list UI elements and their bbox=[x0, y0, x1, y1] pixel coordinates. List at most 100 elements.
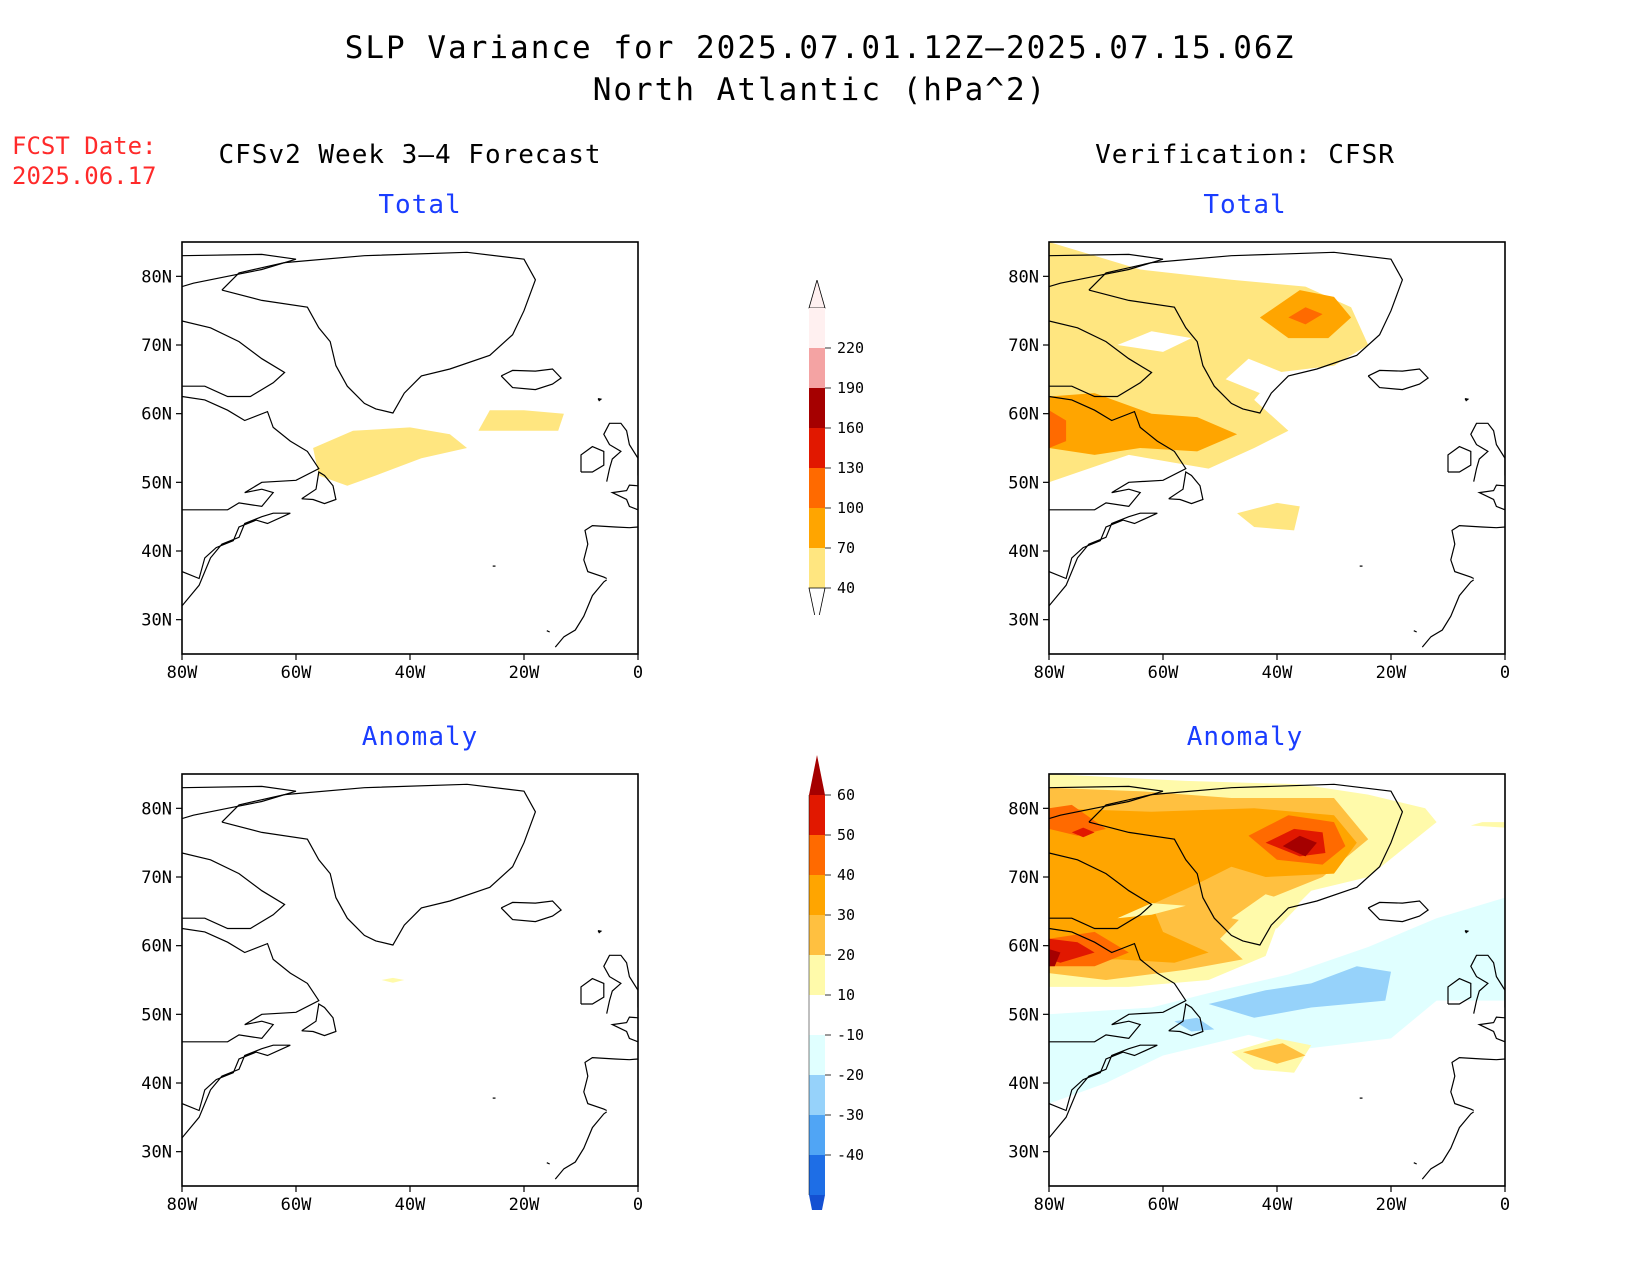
fcst-total-coastline-5 bbox=[182, 512, 291, 607]
fcst-total-coastline-6 bbox=[500, 368, 563, 391]
verif-total-shading-4 bbox=[1049, 410, 1067, 448]
verif-total-coastline-10 bbox=[1477, 484, 1505, 511]
verif-anom-shading-18 bbox=[1470, 822, 1505, 828]
anomaly-colorbar-swatch bbox=[809, 875, 825, 915]
verif-anom-shading-17 bbox=[1242, 1043, 1306, 1064]
fcst-total-lat-label: 30N bbox=[141, 611, 172, 631]
anomaly-colorbar: 60 50 40 30 20 10 -10 -20 -30 -40 bbox=[808, 755, 864, 1210]
verif-total-shading-1 bbox=[1117, 331, 1192, 352]
fcst-anom-coastline-7 bbox=[580, 977, 605, 1005]
forecast-column-title: CFSv2 Week 3–4 Forecast bbox=[218, 140, 602, 170]
verif-total-lon-label: 80W bbox=[1034, 663, 1065, 680]
verif-anom-lat-label: 70N bbox=[1008, 868, 1039, 888]
verif-anom-shading-11 bbox=[1049, 804, 1106, 836]
anomaly-colorbar-top-cap bbox=[809, 755, 825, 795]
verif-total-coastline-12 bbox=[1421, 579, 1475, 648]
fcst-anom-coastline-9 bbox=[597, 930, 603, 934]
fcst-total-lon-label: 80W bbox=[167, 663, 198, 680]
verif-anom-coastline-5 bbox=[1049, 1044, 1158, 1139]
fcst-anom-coastline-5 bbox=[182, 1044, 291, 1139]
verif-total-lat-label: 40N bbox=[1008, 542, 1039, 562]
verif-anom-coastline-9 bbox=[1464, 930, 1470, 934]
verif-total-coastline-9 bbox=[1464, 398, 1470, 402]
verif-anom-shading-7 bbox=[1231, 894, 1300, 929]
total-colorbar-label: 130 bbox=[837, 459, 864, 477]
fcst-anom-coastline-12 bbox=[554, 1111, 608, 1180]
fcst-anom-shading-0 bbox=[381, 977, 405, 983]
verif-anom-coastline-13 bbox=[1413, 1162, 1417, 1165]
verif-total-lat-label: 50N bbox=[1008, 473, 1039, 493]
fcst-anom-lon-label: 80W bbox=[167, 1195, 198, 1212]
fcst-total-coastline-1 bbox=[182, 253, 297, 288]
verif-anom-shading-15 bbox=[1049, 949, 1061, 967]
verif-total-shading-6 bbox=[1288, 307, 1323, 325]
verif-anom-lat-label: 40N bbox=[1008, 1074, 1039, 1094]
fcst-anom-coastline-2 bbox=[182, 852, 286, 930]
verif-anom-lon-label: 0 bbox=[1500, 1195, 1510, 1212]
verif-anom-coastline-4 bbox=[1168, 1003, 1204, 1037]
anomaly-colorbar-swatch bbox=[809, 1115, 825, 1155]
anomaly-colorbar-swatch bbox=[809, 1035, 825, 1075]
verif-anom-coastline-11 bbox=[1450, 1056, 1505, 1112]
verif-total-lat-label: 70N bbox=[1008, 336, 1039, 356]
verif-total-lat-label: 60N bbox=[1008, 405, 1039, 425]
anomaly-colorbar-swatch bbox=[809, 795, 825, 835]
total-colorbar-swatch bbox=[809, 308, 825, 348]
verif-anom-shading-1 bbox=[1208, 966, 1391, 1018]
fcst-anom-lat-label: 30N bbox=[141, 1143, 172, 1163]
total-colorbar-label: 40 bbox=[837, 579, 855, 597]
total-colorbar-swatch bbox=[809, 508, 825, 548]
verif-total-lon-label: 0 bbox=[1500, 663, 1510, 680]
anomaly-colorbar-label: -20 bbox=[837, 1066, 864, 1084]
fcst-total-coastline-10 bbox=[610, 484, 638, 511]
fcst-total-shading-0 bbox=[313, 427, 467, 486]
verif-anom-lon-label: 40W bbox=[1262, 1195, 1293, 1212]
fcst-total-coastline-3 bbox=[182, 395, 320, 511]
anomaly-colorbar-swatch bbox=[809, 955, 825, 995]
fcst-anom-lon-label: 60W bbox=[281, 1195, 312, 1212]
fcst-total-lon-label: 40W bbox=[395, 663, 426, 680]
fcst-anom-lat-label: 40N bbox=[141, 1074, 172, 1094]
fcst-anom-coastline-8 bbox=[603, 954, 638, 1014]
fcst-anom-lat-label: 80N bbox=[141, 799, 172, 819]
verif-total-coastline-3 bbox=[1049, 395, 1187, 511]
verif-anom-coastline-8 bbox=[1470, 954, 1505, 1014]
total-colorbar-swatch bbox=[809, 388, 825, 428]
verif-anom-coastline-1 bbox=[1049, 785, 1164, 820]
forecast-total-map: 80N 70N 60N 50N 40N 30N 80W 60W 40W 20W 0 bbox=[141, 241, 643, 680]
verif-anom-lon-label: 80W bbox=[1034, 1195, 1065, 1212]
fcst-date-label: FCST Date: bbox=[12, 132, 157, 160]
fcst-date-value: 2025.06.17 bbox=[12, 162, 157, 190]
fcst-total-coastline-13 bbox=[546, 630, 550, 633]
verif-anom-shading-6 bbox=[1117, 903, 1186, 919]
total-colorbar-swatch bbox=[809, 348, 825, 388]
anomaly-colorbar-swatch bbox=[809, 1155, 825, 1195]
anomaly-colorbar-label: 20 bbox=[837, 946, 855, 964]
total-colorbar-bottom-cap bbox=[808, 587, 826, 615]
verif-anom-lat-label: 60N bbox=[1008, 937, 1039, 957]
verif-anom-coastline-2 bbox=[1049, 852, 1153, 930]
anomaly-colorbar-label: 40 bbox=[837, 866, 855, 884]
total-colorbar-label: 160 bbox=[837, 419, 864, 437]
fcst-anom-coastline-11 bbox=[583, 1056, 638, 1112]
verif-total-coastline-13 bbox=[1413, 630, 1417, 633]
fcst-total-lat-label: 50N bbox=[141, 473, 172, 493]
fcst-anom-frame bbox=[181, 773, 639, 1187]
verif-anom-coastline-6 bbox=[1367, 900, 1430, 923]
verif-anom-coastline-7 bbox=[1447, 977, 1472, 1005]
fcst-total-coastline-4 bbox=[301, 471, 337, 505]
anomaly-colorbar-label: -30 bbox=[837, 1106, 864, 1124]
verif-anom-shading-2 bbox=[1174, 1017, 1215, 1032]
fcst-total-coastline-9 bbox=[597, 398, 603, 402]
fcst-anom-coastline-10 bbox=[610, 1016, 638, 1043]
fcst-anom-lon-label: 20W bbox=[509, 1195, 540, 1212]
verif-anomaly-subtitle: Anomaly bbox=[1186, 722, 1304, 752]
verif-anom-lon-label: 20W bbox=[1376, 1195, 1407, 1212]
fcst-anomaly-subtitle: Anomaly bbox=[361, 722, 479, 752]
total-colorbar-label: 70 bbox=[837, 539, 855, 557]
total-colorbar-label: 220 bbox=[837, 339, 864, 357]
fcst-total-lat-label: 40N bbox=[141, 542, 172, 562]
main-title: SLP Variance for 2025.07.01.12Z–2025.07.… bbox=[344, 30, 1296, 66]
verification-anomaly-map: 80N 70N 60N 50N 40N 30N 80W 60W 40W 20W 0 bbox=[1008, 773, 1510, 1212]
fcst-total-coastline-0 bbox=[221, 251, 537, 414]
